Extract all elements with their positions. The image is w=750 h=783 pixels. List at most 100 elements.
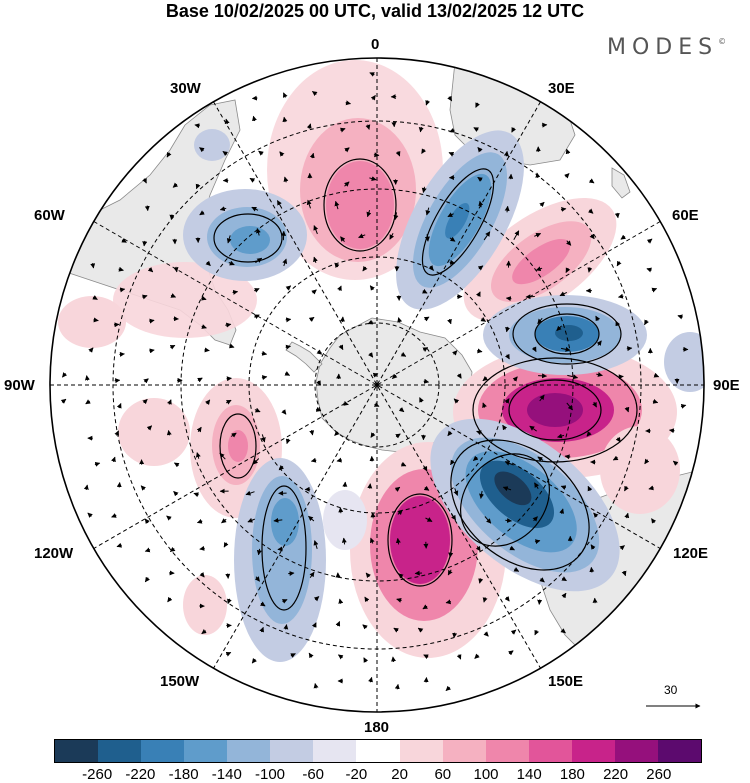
- wind-vector-arrow: [503, 150, 509, 157]
- wind-vector-arrow: [261, 350, 268, 356]
- wind-vector-arrow: [447, 318, 452, 325]
- positive-anomaly-top: [267, 60, 443, 280]
- wind-vector-arrow: [389, 232, 395, 240]
- wind-vector-arrow: [219, 206, 227, 212]
- wind-vector-arrow: [166, 515, 172, 521]
- colorbar-tick-label: -140: [211, 766, 242, 783]
- colorbar-swatch: [571, 740, 615, 762]
- wind-vector-arrow: [253, 314, 260, 320]
- wind-vector-arrow: [273, 517, 283, 523]
- wind-vector-arrow: [199, 572, 205, 578]
- wind-vector-arrow: [556, 325, 562, 331]
- wind-vector-arrow: [288, 570, 295, 576]
- wind-vector-arrow: [140, 485, 146, 491]
- wind-vector-arrow: [419, 397, 424, 403]
- wind-vector-arrow: [313, 225, 319, 235]
- colorbar-tick-label: -260: [82, 766, 113, 783]
- wind-vector-arrow: [254, 576, 260, 582]
- wind-vector-arrow: [311, 289, 317, 295]
- wind-vector-arrow: [308, 515, 315, 522]
- wind-vector-arrow: [173, 491, 179, 497]
- wind-vector-arrow: [620, 234, 627, 240]
- wind-vector-arrow: [285, 344, 291, 350]
- wind-vector-arrow: [370, 537, 375, 544]
- wind-vector-arrow: [167, 399, 172, 405]
- wind-vector-arrow: [502, 424, 508, 431]
- wind-vector-arrow: [423, 316, 430, 322]
- wind-vector-arrow: [119, 351, 125, 357]
- wind-vector-arrow: [391, 121, 397, 128]
- wind-vector-arrow: [587, 267, 593, 273]
- lon-label-120w: 120W: [34, 545, 74, 562]
- wind-vector-arrow: [370, 94, 376, 101]
- colorbar-swatch: [356, 740, 400, 762]
- wind-vector-arrow: [338, 507, 344, 514]
- wind-vector-arrow: [626, 346, 633, 352]
- wind-vector-arrow: [449, 259, 456, 265]
- wind-vector-arrow: [615, 436, 621, 443]
- wind-vector-arrow: [334, 200, 340, 210]
- wind-vector-arrow: [311, 90, 318, 97]
- wind-vector-arrow: [225, 573, 231, 579]
- wind-vector-arrow: [146, 425, 153, 431]
- wind-vector-arrow: [259, 601, 266, 607]
- wind-vector-arrow: [423, 485, 430, 491]
- wind-vector-arrow: [567, 374, 579, 380]
- wind-vector-arrow: [588, 178, 595, 184]
- lon-label-0: 0: [371, 36, 380, 53]
- wind-vector-arrow: [539, 201, 545, 208]
- wind-vector-arrow: [253, 288, 260, 293]
- wind-vector-arrow: [201, 295, 207, 301]
- wind-vector-arrow: [367, 483, 373, 489]
- wind-vector-arrow: [116, 403, 122, 409]
- wind-vector-arrow: [204, 347, 210, 353]
- wind-vector-arrow: [414, 570, 423, 576]
- wind-vector-arrow: [537, 599, 543, 605]
- wind-vector-arrow: [513, 567, 520, 572]
- wind-vector-arrow: [369, 285, 375, 291]
- wind-vector-arrow: [479, 490, 485, 499]
- lon-label-90e: 90E: [713, 377, 740, 394]
- wind-vector-arrow: [308, 316, 315, 322]
- wind-vector-arrow: [669, 428, 675, 434]
- wind-vector-arrow: [646, 267, 652, 273]
- wind-vector-arrow: [284, 371, 291, 376]
- wind-vector-arrow: [560, 485, 567, 491]
- colorbar-swatch: [657, 740, 701, 762]
- wind-vector-arrow: [539, 577, 545, 583]
- wind-vector-arrow: [306, 199, 312, 209]
- wind-vector-arrow: [169, 344, 176, 350]
- wind-vector-arrow: [338, 344, 344, 351]
- wind-vector-arrow: [362, 265, 368, 272]
- wind-vector-arrow: [362, 624, 368, 630]
- colorbar-swatch: [98, 740, 142, 762]
- lon-label-180: 180: [364, 719, 390, 736]
- wind-vector-arrow: [453, 488, 459, 496]
- wind-vector-arrow: [252, 458, 260, 465]
- wind-vector-arrow: [480, 316, 487, 322]
- wind-vector-arrow: [149, 318, 155, 324]
- wind-vector-arrow: [345, 100, 351, 106]
- wind-vector-arrow: [421, 186, 427, 193]
- wind-vector-arrow: [311, 622, 317, 628]
- wind-vector-arrow: [529, 425, 537, 432]
- wind-vector-arrow: [644, 458, 650, 465]
- wind-vector-arrow: [566, 240, 572, 246]
- wind-vector-arrow: [256, 548, 262, 556]
- wind-vector-arrow: [195, 452, 201, 459]
- wind-vector-arrow: [644, 319, 649, 326]
- lon-label-30w: 30W: [170, 80, 201, 97]
- wind-vector-arrow: [247, 517, 255, 523]
- wind-vector-arrow: [90, 263, 96, 269]
- wind-vector-arrow: [144, 576, 150, 583]
- wind-vector-arrow: [251, 658, 257, 664]
- wind-vector-arrow: [534, 539, 541, 545]
- wind-vector-arrow: [84, 375, 90, 381]
- wind-vector-arrow: [452, 632, 458, 639]
- wind-vector-arrow: [422, 347, 429, 352]
- wind-vector-arrow: [195, 183, 201, 190]
- colorbar-tick-label: -20: [345, 766, 368, 783]
- brand-name: MODES: [607, 35, 719, 60]
- wind-vector-arrow: [313, 256, 318, 263]
- wind-vector-arrow: [144, 205, 150, 212]
